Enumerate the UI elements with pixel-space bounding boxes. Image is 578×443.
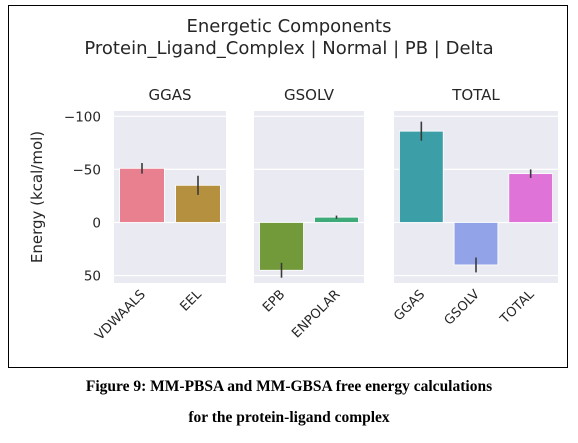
y-tick-label: −100 — [64, 109, 101, 125]
x-tick-label: GSOLV — [442, 287, 483, 328]
bar — [399, 130, 444, 223]
x-tick-label: EPB — [260, 287, 288, 315]
x-tick-label: ENPOLAR — [289, 287, 343, 341]
chart-title: Energetic Components — [187, 16, 392, 37]
y-tick-label: 50 — [84, 269, 101, 285]
figure-frame: Energetic Components Protein_Ligand_Compl… — [8, 5, 568, 368]
bar — [119, 167, 165, 223]
panel-title: TOTAL — [451, 86, 500, 104]
bar — [508, 173, 553, 223]
x-tick-label: TOTAL — [497, 287, 538, 328]
x-tick-label: EEL — [177, 287, 205, 315]
chart-subtitle: Protein_Ligand_Complex | Normal | PB | D… — [84, 38, 493, 59]
x-tick-label: GGAS — [391, 287, 428, 324]
chart: Energetic ComponentsProtein_Ligand_Compl… — [28, 16, 558, 344]
figure-caption-line-1: Figure 9: MM-PBSA and MM-GBSA free energ… — [85, 378, 493, 395]
panel-title: GSOLV — [284, 86, 335, 104]
x-tick-label: VDWAALS — [92, 287, 148, 343]
y-tick-label: −50 — [73, 162, 102, 178]
panel-title: GGAS — [148, 86, 191, 104]
y-tick-label: 0 — [92, 215, 101, 231]
figure-caption-line-2: for the protein-ligand complex — [188, 409, 390, 426]
y-axis-label: Energy (kcal/mol) — [28, 131, 46, 263]
